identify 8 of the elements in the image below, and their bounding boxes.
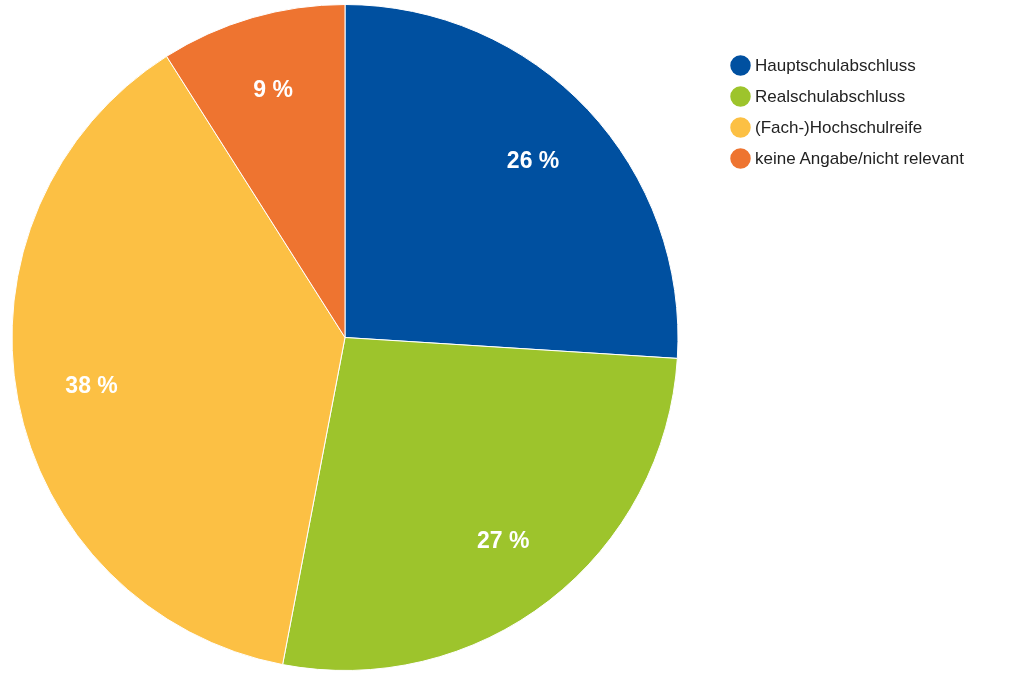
legend-label: (Fach-)Hochschulreife (755, 117, 923, 137)
data-label: 9 % (253, 75, 293, 102)
data-label: 26 % (506, 146, 560, 173)
legend-label: Hauptschulabschluss (755, 55, 916, 75)
data-label: 38 % (65, 371, 118, 398)
legend-label: keine Angabe/nicht relevant (755, 148, 965, 168)
legend-label: Realschulabschluss (755, 86, 906, 106)
data-label: 27 % (476, 527, 530, 554)
